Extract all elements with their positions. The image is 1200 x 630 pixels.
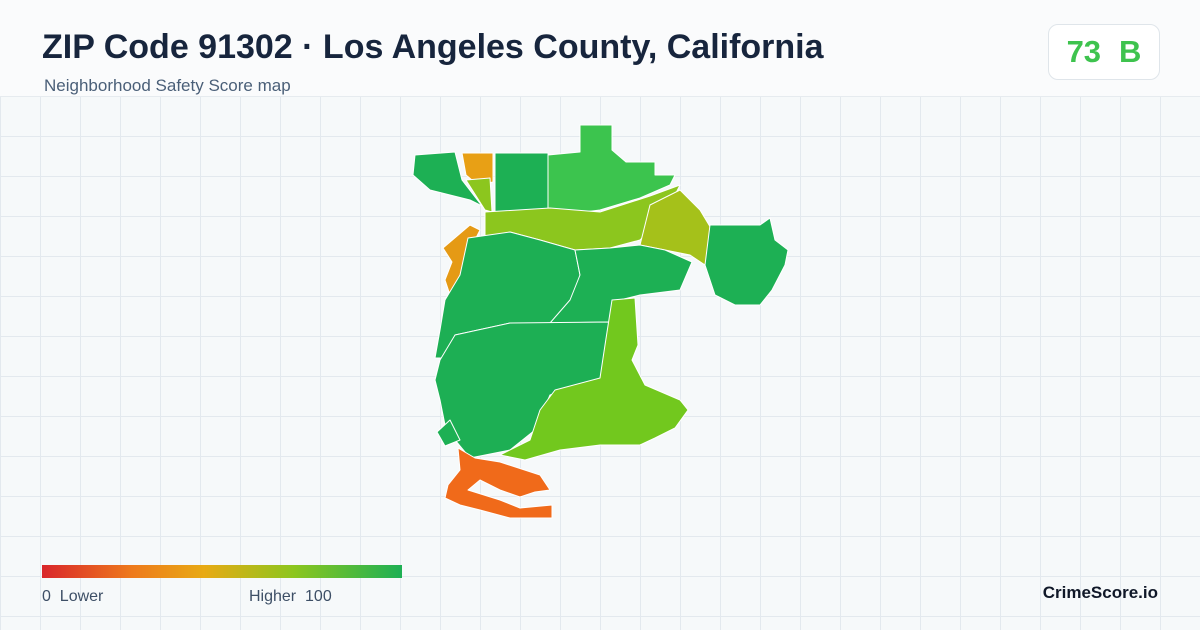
header: ZIP Code 91302 · Los Angeles County, Cal… [0, 0, 1200, 97]
region [412, 151, 483, 207]
title: ZIP Code 91302 · Los Angeles County, Cal… [42, 28, 824, 66]
subtitle: Neighborhood Safety Score map [44, 76, 291, 95]
legend-min: 0 Lower [42, 588, 103, 606]
score-badge: 73 B [1048, 24, 1160, 80]
score: 73 [1066, 34, 1102, 69]
brand: CrimeScore.io [1042, 583, 1158, 602]
region [549, 244, 693, 324]
region [444, 447, 553, 519]
legend-bar [42, 565, 402, 578]
region [494, 152, 551, 213]
legend-max-value: 100 [305, 588, 332, 605]
region [499, 297, 689, 461]
grade: B [1119, 34, 1142, 69]
legend-max-label: Higher [249, 588, 297, 605]
legend-max: Higher 100 [249, 588, 332, 606]
legend-min-value: 0 [42, 588, 51, 605]
region [436, 419, 461, 447]
legend-min-label: Lower [59, 588, 104, 605]
region [704, 217, 789, 306]
